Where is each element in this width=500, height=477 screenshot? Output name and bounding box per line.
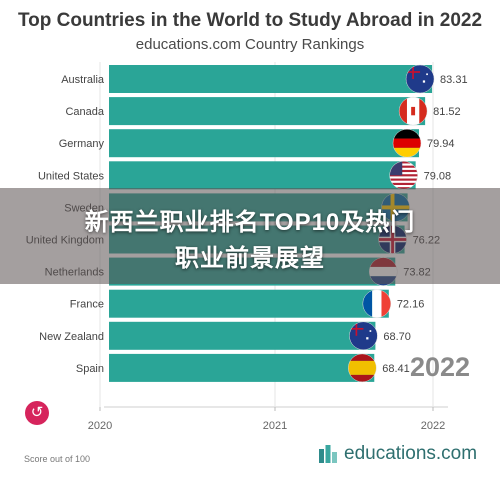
value-label: 68.70 <box>383 331 411 343</box>
category-label: France <box>70 299 104 311</box>
category-label: Canada <box>65 106 104 118</box>
value-label: 79.94 <box>427 138 455 150</box>
banner-line-1: 新西兰职业排名TOP10及热门 <box>84 209 416 236</box>
bar <box>109 97 426 126</box>
category-label: Germany <box>59 138 105 150</box>
value-label: 83.31 <box>440 74 468 86</box>
chart-title: Top Countries in the World to Study Abro… <box>17 10 483 31</box>
spain-flag-icon <box>348 353 377 383</box>
bar <box>109 353 375 382</box>
value-label: 68.41 <box>382 363 410 375</box>
category-label: United States <box>38 170 105 182</box>
category-label: Spain <box>76 363 104 375</box>
united-states-flag-icon <box>389 161 418 190</box>
banner-line-2: 职业前景展望 <box>175 245 325 272</box>
bar <box>109 289 389 318</box>
france-flag-icon <box>362 289 392 318</box>
educations-logo: educations.com <box>318 443 477 465</box>
x-axis-tick-label: 2020 <box>88 420 112 432</box>
canada-flag-icon <box>398 96 428 126</box>
replay-button[interactable]: ↺ <box>25 401 49 425</box>
germany-flag-icon <box>392 128 422 158</box>
score-note: Score out of 100 <box>24 454 91 464</box>
chart-subtitle: educations.com Country Rankings <box>135 36 365 53</box>
x-axis-tick-label: 2021 <box>263 420 287 432</box>
x-axis-tick-label: 2022 <box>421 420 445 432</box>
logo-mark-icon <box>319 445 337 463</box>
category-label: Australia <box>61 74 105 86</box>
value-label: 72.16 <box>397 299 425 311</box>
logo-text: educations.com <box>344 443 478 464</box>
value-label: 81.52 <box>433 106 461 118</box>
category-label: New Zealand <box>39 331 104 343</box>
overlay-banner: 新西兰职业排名TOP10及热门 职业前景展望 <box>0 188 500 284</box>
bar <box>109 129 419 158</box>
bar <box>109 161 416 190</box>
bar <box>109 65 433 93</box>
bar <box>109 321 376 350</box>
australia-flag-icon <box>405 64 435 94</box>
new-zealand-flag-icon <box>349 321 378 351</box>
value-label: 79.08 <box>424 170 452 182</box>
replay-icon: ↺ <box>30 404 44 421</box>
year-label: 2022 <box>410 352 471 382</box>
